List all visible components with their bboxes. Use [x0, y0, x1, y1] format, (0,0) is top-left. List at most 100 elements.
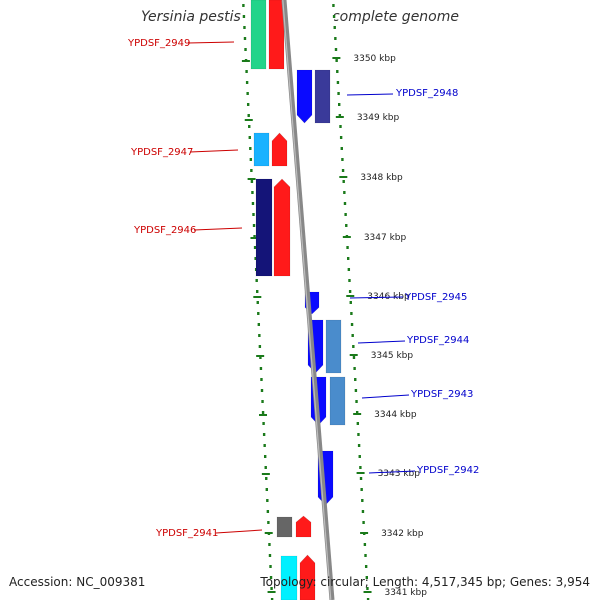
left-border-dot	[263, 444, 266, 447]
right-border-dot	[358, 455, 361, 458]
left-border-dot	[269, 576, 273, 579]
right-border-dot	[357, 433, 360, 436]
left-border-dot	[259, 356, 262, 359]
left-border-dot	[262, 422, 265, 425]
scale-tick-label: 3349 kbp	[357, 113, 400, 123]
gene-block	[276, 516, 293, 538]
right-border-dot	[350, 323, 354, 326]
left-border-dot	[266, 510, 270, 513]
left-border-dot	[265, 488, 268, 491]
right-border-dot	[348, 290, 352, 293]
left-border-dash	[256, 355, 265, 357]
right-border-dot	[348, 279, 351, 282]
scale-tick-label: 3342 kbp	[381, 529, 424, 539]
left-border-dot	[251, 191, 254, 194]
gene-label: YPDSF_2944	[406, 335, 469, 346]
left-border-dot	[265, 477, 268, 480]
right-border-dot	[341, 169, 345, 172]
left-border-dot	[247, 114, 250, 117]
right-border-dot	[351, 334, 354, 337]
left-border-dot	[257, 312, 260, 315]
left-border-dot	[246, 92, 249, 95]
right-border-dot	[332, 15, 336, 18]
gene-leader-line	[187, 41, 235, 44]
left-border-dash	[253, 296, 262, 298]
right-border-dot	[333, 26, 336, 29]
gene-block	[273, 178, 291, 277]
right-border-dot	[337, 92, 340, 95]
gene-block	[268, 0, 285, 70]
left-border-dot	[260, 378, 263, 381]
gene-block	[299, 554, 316, 600]
gene-leader-line	[357, 340, 406, 344]
gene-label: YPDSF_2942	[416, 465, 479, 476]
scale-tick-mark	[346, 295, 355, 297]
left-border-dot	[268, 543, 271, 546]
left-border-dot	[255, 279, 258, 282]
left-border-dot	[243, 37, 247, 40]
left-border-dot	[254, 257, 257, 260]
left-border-dash	[250, 237, 259, 239]
scale-tick-mark	[360, 532, 369, 534]
left-border-dot	[251, 202, 255, 205]
left-border-dot	[270, 598, 274, 600]
left-border-dot	[245, 70, 248, 73]
gene-block	[250, 0, 267, 70]
scale-tick-label: 3348 kbp	[360, 173, 403, 183]
left-border-dot	[256, 290, 259, 293]
right-border-dot	[366, 598, 370, 600]
right-border-dot	[344, 213, 347, 216]
right-border-dot	[332, 4, 335, 7]
right-border-dot	[364, 554, 367, 557]
scale-tick-mark	[363, 591, 372, 593]
gene-leader-line	[368, 470, 416, 474]
left-border-dot	[249, 158, 253, 161]
gene-label: YPDSF_2943	[410, 389, 473, 400]
right-border-dot	[357, 444, 361, 447]
right-border-dot	[364, 565, 368, 568]
gene-block	[255, 178, 273, 277]
left-border-dot	[262, 433, 266, 436]
right-border-dot	[336, 70, 339, 73]
left-border-dash	[261, 473, 270, 475]
genome-backbone	[281, 0, 335, 600]
gene-label: YPDSF_2946	[133, 225, 196, 236]
scale-tick-mark	[356, 472, 365, 474]
right-border-dot	[347, 268, 351, 271]
right-border-dot	[338, 114, 342, 117]
right-border-dot	[336, 81, 340, 84]
left-border-dot	[249, 147, 252, 150]
right-border-dot	[352, 356, 356, 359]
topology-text: Topology: circular; Length: 4,517,345 bp…	[260, 575, 590, 589]
left-border-dash	[267, 591, 276, 593]
scale-tick-label: 3343 kbp	[378, 469, 421, 479]
right-border-dot	[350, 312, 353, 315]
left-border-dot	[268, 554, 272, 557]
left-border-dot	[253, 235, 256, 238]
right-border-dot	[355, 411, 359, 414]
gene-block	[296, 69, 313, 124]
right-border-dot	[349, 301, 352, 304]
right-border-dot	[362, 521, 365, 524]
gene-block	[295, 515, 312, 538]
scale-tick-mark	[349, 354, 358, 356]
right-border-dot	[340, 147, 343, 150]
scale-tick-mark	[342, 236, 351, 238]
gene-block	[329, 376, 346, 426]
gene-label: YPDSF_2948	[395, 88, 458, 99]
right-border-dot	[360, 488, 363, 491]
accession-text: Accession: NC_009381	[9, 575, 146, 589]
right-border-dot	[354, 389, 358, 392]
right-border-dot	[359, 477, 363, 480]
right-border-dot	[342, 180, 345, 183]
left-border-dot	[264, 466, 267, 469]
right-border-dot	[356, 422, 360, 425]
left-border-dot	[270, 587, 273, 590]
gene-block	[271, 132, 288, 167]
right-border-dot	[365, 576, 368, 579]
scale-tick-mark	[332, 57, 341, 59]
gene-leader-line	[215, 529, 263, 534]
gene-label: YPDSF_2945	[404, 292, 467, 303]
left-border-dot	[244, 48, 247, 51]
